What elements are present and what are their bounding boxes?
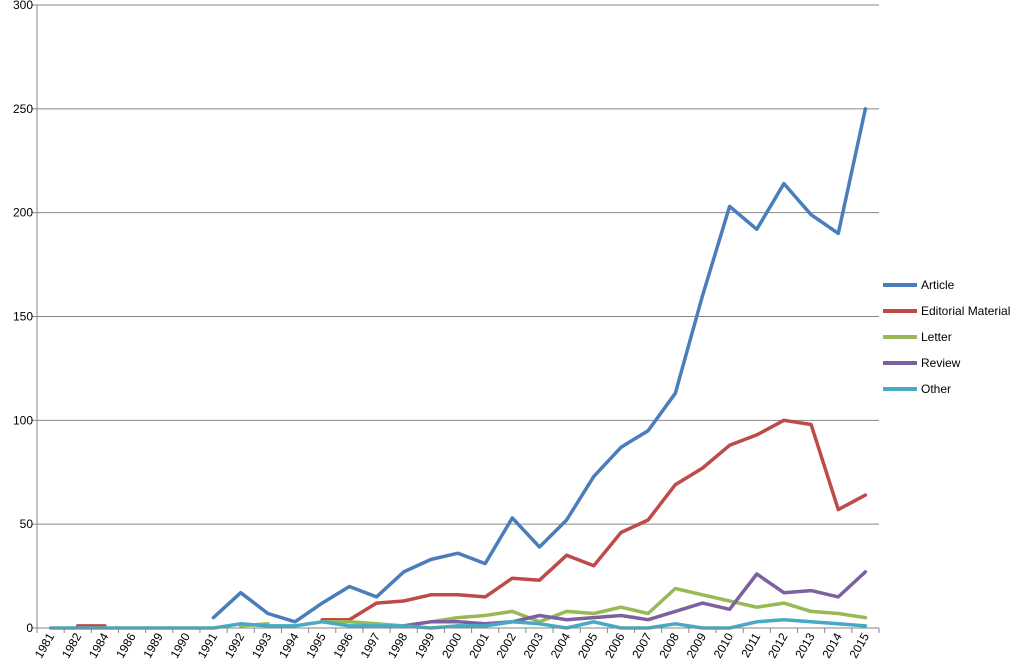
legend-item: Letter (883, 324, 1010, 350)
gridlines (32, 4, 880, 633)
x-tick-label: 1986 (113, 630, 139, 660)
legend-label: Article (921, 278, 955, 292)
x-tick-label: 1997 (358, 630, 384, 660)
legend-swatch (883, 387, 917, 391)
y-axis-ticks: 0 50 100 150 200 250 300 (13, 0, 33, 635)
x-tick-label: 2003 (521, 630, 547, 660)
y-tick-label: 150 (13, 310, 33, 324)
x-tick-label: 2005 (575, 630, 601, 660)
series-line-editorial-material (75, 418, 868, 628)
x-tick-label: 1995 (303, 630, 329, 660)
y-tick-label: 100 (13, 413, 33, 427)
x-tick-label: 2013 (792, 630, 818, 660)
x-tick-label: 1981 (32, 630, 58, 660)
y-tick-label: 300 (13, 0, 33, 12)
x-tick-label: 2015 (847, 630, 873, 660)
x-tick-label: 2007 (629, 630, 655, 660)
legend-swatch (883, 361, 917, 365)
y-tick-label: 250 (13, 102, 33, 116)
x-tick-label: 2010 (711, 630, 737, 660)
x-tick-label: 2006 (602, 630, 628, 660)
legend-label: Editorial Material (921, 304, 1011, 318)
x-tick-label: 2011 (738, 630, 763, 660)
x-tick-label: 1994 (276, 630, 302, 660)
x-tick-label: 1982 (59, 630, 85, 660)
series-lines (37, 107, 879, 630)
y-tick-label: 200 (13, 206, 33, 220)
x-tick-label: 2004 (548, 630, 574, 660)
x-axis-ticks: 1981 1982 1984 1986 1989 1990 1991 1992 1993 1994… (32, 630, 872, 660)
x-tick-label: 2012 (765, 630, 791, 660)
x-tick-label: 2001 (466, 630, 492, 660)
legend-swatch (883, 309, 917, 313)
x-tick-label: 1993 (249, 630, 275, 660)
legend-label: Letter (921, 330, 952, 344)
x-tick-label: 2008 (656, 630, 682, 660)
legend-swatch (883, 335, 917, 339)
x-tick-label: 1999 (412, 630, 438, 660)
x-tick-label: 1991 (195, 630, 221, 660)
x-tick-label: 1992 (222, 630, 248, 660)
legend-label: Review (921, 356, 961, 370)
series-line-review (401, 570, 868, 628)
x-tick-label: 2009 (684, 630, 710, 660)
legend-item: Article (883, 272, 1010, 298)
x-tick-label: 1998 (385, 630, 411, 660)
y-tick-label: 0 (26, 621, 33, 635)
x-tick-label: 1989 (140, 630, 166, 660)
legend-item: Editorial Material (883, 298, 1010, 324)
legend-swatch (883, 283, 917, 287)
x-tick-label: 1996 (330, 630, 356, 660)
x-tick-label: 2014 (819, 630, 845, 660)
y-tick-label: 50 (20, 517, 34, 531)
series-line-article (211, 107, 868, 624)
legend-item: Other (883, 376, 1010, 402)
x-tick-label: 2000 (439, 630, 465, 660)
x-tick-label: 1984 (86, 630, 112, 660)
x-tick-label: 2002 (493, 630, 519, 660)
legend-label: Other (921, 382, 952, 396)
x-tick-label: 1990 (168, 630, 194, 660)
legend-item: Review (883, 350, 1010, 376)
legend: Article Editorial Material Letter Review Oth… (883, 272, 1010, 402)
